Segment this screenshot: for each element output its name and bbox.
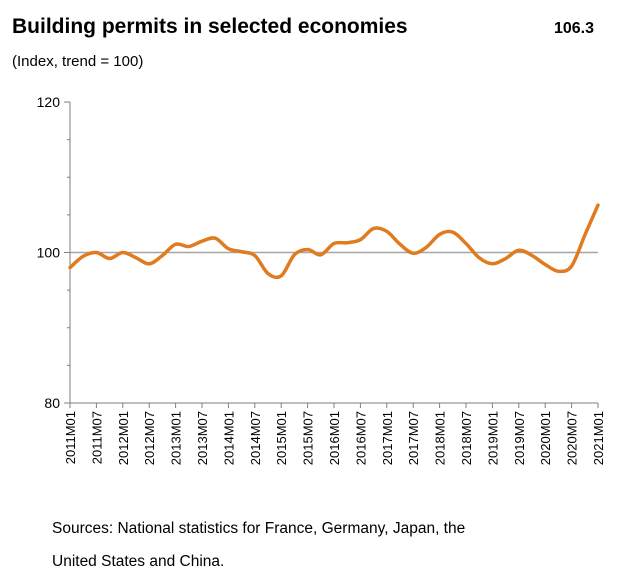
y-tick-label: 100 xyxy=(37,245,61,261)
x-tick-label: 2018M07 xyxy=(459,411,474,465)
x-tick-label: 2012M01 xyxy=(116,411,131,465)
x-tick-label: 2011M01 xyxy=(63,411,78,464)
y-tick-label: 120 xyxy=(37,94,61,110)
x-tick-label: 2015M01 xyxy=(274,411,289,465)
x-tick-label: 2014M07 xyxy=(248,411,263,465)
source-note: Sources: National statistics for France,… xyxy=(52,520,465,537)
x-tick-label: 2020M01 xyxy=(538,411,553,465)
y-tick-label: 80 xyxy=(44,395,60,411)
chart-title: Building permits in selected economies xyxy=(12,15,408,38)
x-tick-label: 2011M07 xyxy=(89,411,104,464)
x-tick-label: 2013M07 xyxy=(195,411,210,465)
x-tick-label: 2016M07 xyxy=(353,411,368,465)
annotation: 106.3 xyxy=(554,20,594,37)
x-tick-label: 2021M01 xyxy=(591,411,606,465)
x-tick-label: 2013M01 xyxy=(169,411,184,465)
line-series xyxy=(68,203,600,280)
x-tick-label: 2020M07 xyxy=(565,411,580,465)
x-tick-label: 2019M07 xyxy=(512,411,527,465)
x-tick-label: 2012M07 xyxy=(142,411,157,465)
x-tick-label: 2016M01 xyxy=(327,411,342,465)
source-note: United States and China. xyxy=(52,553,224,570)
x-tick-label: 2019M01 xyxy=(485,411,500,465)
x-tick-label: 2017M07 xyxy=(406,411,421,465)
x-tick-label: 2014M01 xyxy=(221,411,236,465)
x-tick-label: 2017M01 xyxy=(380,411,395,465)
chart-subtitle: (Index, trend = 100) xyxy=(12,53,143,70)
x-tick-label: 2015M07 xyxy=(301,411,316,465)
x-tick-label: 2018M01 xyxy=(433,411,448,465)
